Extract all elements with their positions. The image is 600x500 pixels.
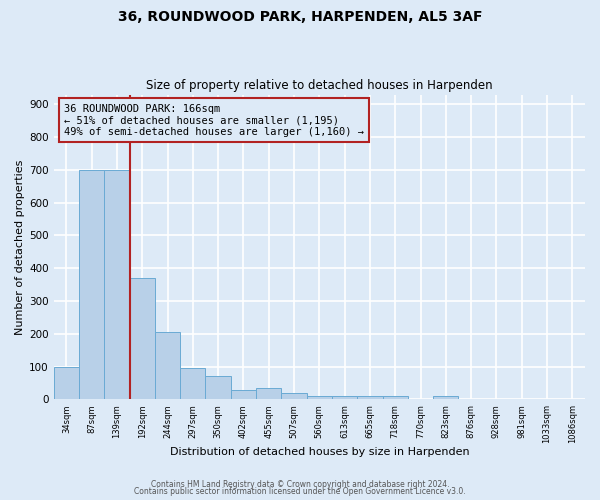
Bar (155, 332, 180, 400)
Y-axis label: Number of detached properties: Number of detached properties (15, 160, 25, 334)
Bar (180, 368, 205, 400)
Text: 36 ROUNDWOOD PARK: 166sqm
← 51% of detached houses are smaller (1,195)
49% of se: 36 ROUNDWOOD PARK: 166sqm ← 51% of detac… (64, 104, 364, 137)
X-axis label: Distribution of detached houses by size in Harpenden: Distribution of detached houses by size … (170, 448, 469, 458)
Bar (205, 376, 231, 400)
Text: Contains HM Land Registry data © Crown copyright and database right 2024.: Contains HM Land Registry data © Crown c… (151, 480, 449, 489)
Bar (231, 390, 256, 400)
Bar (79, 170, 104, 400)
Bar (281, 393, 307, 400)
Bar (433, 396, 458, 400)
Text: 36, ROUNDWOOD PARK, HARPENDEN, AL5 3AF: 36, ROUNDWOOD PARK, HARPENDEN, AL5 3AF (118, 10, 482, 24)
Bar (307, 396, 332, 400)
Bar (332, 396, 357, 400)
Bar (357, 396, 383, 400)
Text: Contains public sector information licensed under the Open Government Licence v3: Contains public sector information licen… (134, 488, 466, 496)
Bar (383, 396, 408, 400)
Bar (53, 366, 79, 400)
Bar (130, 278, 155, 400)
Title: Size of property relative to detached houses in Harpenden: Size of property relative to detached ho… (146, 79, 493, 92)
Bar (256, 388, 281, 400)
Bar (104, 170, 130, 400)
